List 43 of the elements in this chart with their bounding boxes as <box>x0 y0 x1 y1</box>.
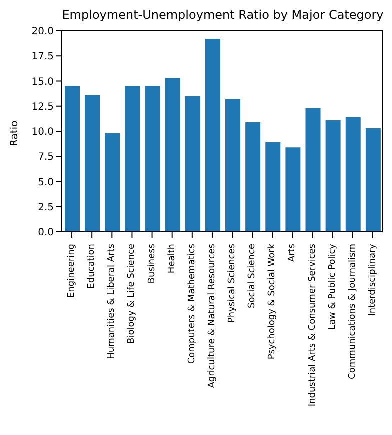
x-tick-label: Biology & Life Science <box>127 244 138 344</box>
bar <box>65 86 80 232</box>
x-tick-label: Education <box>87 244 98 289</box>
x-tick-label: Social Science <box>248 244 258 308</box>
bar <box>246 122 261 232</box>
bar <box>145 86 160 232</box>
bar <box>165 78 180 232</box>
x-tick-label: Agriculture & Natural Resources <box>207 244 218 388</box>
y-tick-label: 10.0 <box>32 127 54 138</box>
bar <box>105 134 120 232</box>
bar <box>346 117 361 232</box>
bar <box>366 128 381 232</box>
y-tick-label: 0.0 <box>38 228 54 239</box>
bar <box>185 96 200 232</box>
y-tick-label: 17.5 <box>32 52 54 63</box>
x-tick-label: Business <box>147 244 158 284</box>
y-tick-label: 12.5 <box>32 102 54 113</box>
chart-title: Employment-Unemployment Ratio by Major Category <box>61 8 385 24</box>
x-tick-label: Health <box>167 244 178 274</box>
bar <box>326 120 341 232</box>
bar <box>286 148 301 232</box>
x-tick-label: Industrial Arts & Consumer Services <box>308 244 318 407</box>
x-tick-label: Communications & Journalism <box>348 244 358 380</box>
bar <box>266 142 281 232</box>
x-tick-label: Humanities & Liberal Arts <box>107 244 118 360</box>
y-tick-label: 7.5 <box>38 152 54 164</box>
bar <box>306 108 321 232</box>
x-tick-label: Physical Sciences <box>228 244 238 324</box>
y-tick-label: 20.0 <box>32 26 54 38</box>
y-tick-label: 15.0 <box>32 76 54 88</box>
bar <box>205 39 220 232</box>
y-tick-label: 2.5 <box>38 202 54 214</box>
bar <box>125 86 140 232</box>
x-tick-label: Computers & Mathematics <box>187 244 198 364</box>
x-tick-label: Law & Public Policy <box>328 243 338 330</box>
x-tick-label: Psychology & Social Work <box>268 243 278 360</box>
x-tick-label: Engineering <box>67 244 78 298</box>
y-tick-label: 5.0 <box>38 177 54 188</box>
bar <box>85 95 100 232</box>
x-tick-label: Arts <box>288 244 298 262</box>
x-tick-label: Interdisciplinary <box>368 243 378 316</box>
bar <box>226 99 240 232</box>
y-axis-title: Ratio <box>10 120 21 146</box>
